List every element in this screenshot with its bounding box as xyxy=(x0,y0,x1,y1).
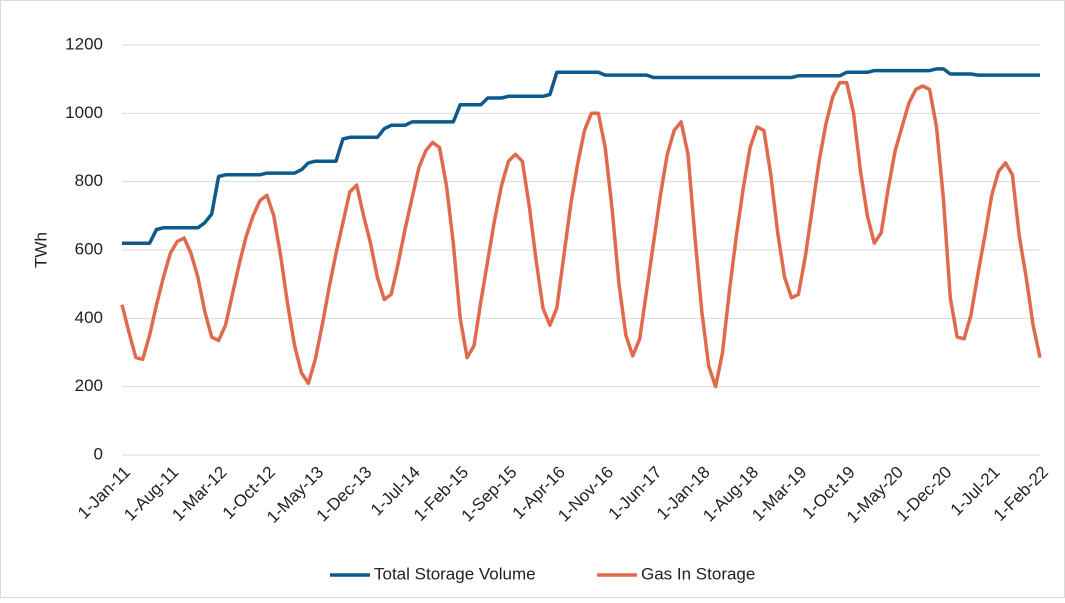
y-axis-label: TWh xyxy=(31,232,50,268)
y-tick-label: 800 xyxy=(75,171,103,190)
y-tick-label: 1000 xyxy=(65,103,103,122)
y-tick-label: 400 xyxy=(75,308,103,327)
data-line xyxy=(122,67,1040,245)
legend-label: Total Storage Volume xyxy=(374,564,536,583)
data-line xyxy=(120,80,1042,389)
legend-label: Gas In Storage xyxy=(641,564,755,583)
y-tick-label: 600 xyxy=(75,239,103,258)
y-tick-label: 200 xyxy=(75,376,103,395)
y-tick-label: 0 xyxy=(94,444,103,463)
y-tick-label: 1200 xyxy=(65,34,103,53)
